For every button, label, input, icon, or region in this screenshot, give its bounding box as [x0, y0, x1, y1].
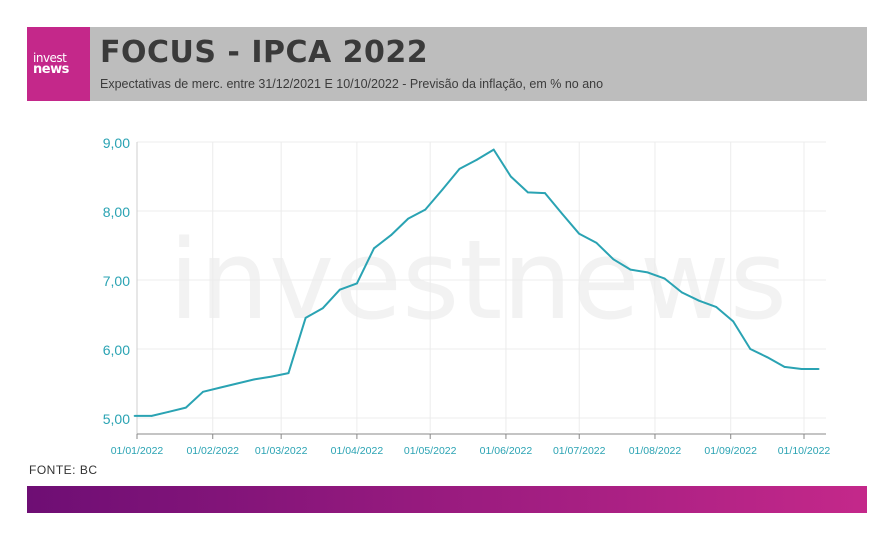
data-point [167, 410, 170, 413]
data-point [527, 191, 529, 194]
data-point [749, 348, 752, 350]
x-tick-label: 01/06/2022 [480, 445, 533, 457]
y-tick-label: 8,00 [103, 204, 130, 220]
data-point [150, 415, 153, 417]
data-point [321, 307, 324, 310]
investnews-logo: invest news [27, 27, 90, 101]
x-tick-label: 01/01/2022 [111, 445, 164, 457]
data-point [338, 288, 341, 291]
data-point [595, 241, 598, 244]
data-point [355, 282, 358, 285]
chart-header: invest news FOCUS - IPCA 2022 Expectativ… [27, 27, 867, 101]
data-point [184, 406, 187, 409]
logo-line-1: invest [33, 51, 67, 65]
data-point [304, 317, 307, 319]
chart-title: FOCUS - IPCA 2022 [100, 35, 429, 70]
x-tick-label: 01/09/2022 [704, 445, 757, 457]
data-point [424, 208, 427, 211]
chart-subtitle: Expectativas de merc. entre 31/12/2021 E… [100, 77, 604, 91]
data-point [663, 277, 666, 280]
y-tick-label: 5,00 [103, 411, 130, 427]
y-tick-label: 9,00 [103, 135, 130, 151]
data-point [202, 390, 204, 393]
x-tick-label: 01/07/2022 [553, 445, 606, 457]
data-point [509, 175, 512, 178]
data-point [133, 415, 136, 417]
logo-line-2: news [33, 62, 69, 77]
data-point [492, 148, 495, 151]
data-point [441, 188, 444, 191]
x-tick-label: 01/08/2022 [629, 445, 682, 457]
source-note: FONTE: BC [29, 463, 98, 477]
footer-gradient-bar [27, 486, 867, 513]
data-point [407, 217, 410, 220]
data-point [270, 375, 273, 378]
data-point [680, 291, 683, 294]
data-point [544, 192, 546, 194]
x-tick-label: 01/03/2022 [255, 445, 308, 457]
data-point [390, 234, 392, 237]
x-tick-label: 01/04/2022 [331, 445, 384, 457]
data-point [236, 382, 239, 385]
data-point [458, 168, 461, 170]
data-point [800, 368, 803, 370]
data-point [766, 356, 769, 359]
y-tick-label: 6,00 [103, 342, 130, 358]
data-point [783, 366, 786, 368]
data-point [561, 212, 564, 215]
data-point [715, 306, 717, 308]
data-point [373, 247, 375, 250]
data-point [253, 378, 256, 381]
x-tick-label: 01/05/2022 [404, 445, 457, 457]
data-point [817, 368, 820, 370]
data-point [732, 320, 735, 323]
data-point [219, 386, 221, 389]
data-point [698, 299, 700, 302]
data-point [612, 258, 615, 261]
data-point [646, 271, 649, 274]
data-point [475, 159, 478, 161]
data-point [287, 372, 290, 375]
x-tick-label: 01/10/2022 [778, 445, 831, 457]
x-tick-label: 01/02/2022 [186, 445, 239, 457]
y-tick-label: 7,00 [103, 273, 130, 289]
data-point [578, 232, 581, 235]
data-point [629, 268, 632, 271]
